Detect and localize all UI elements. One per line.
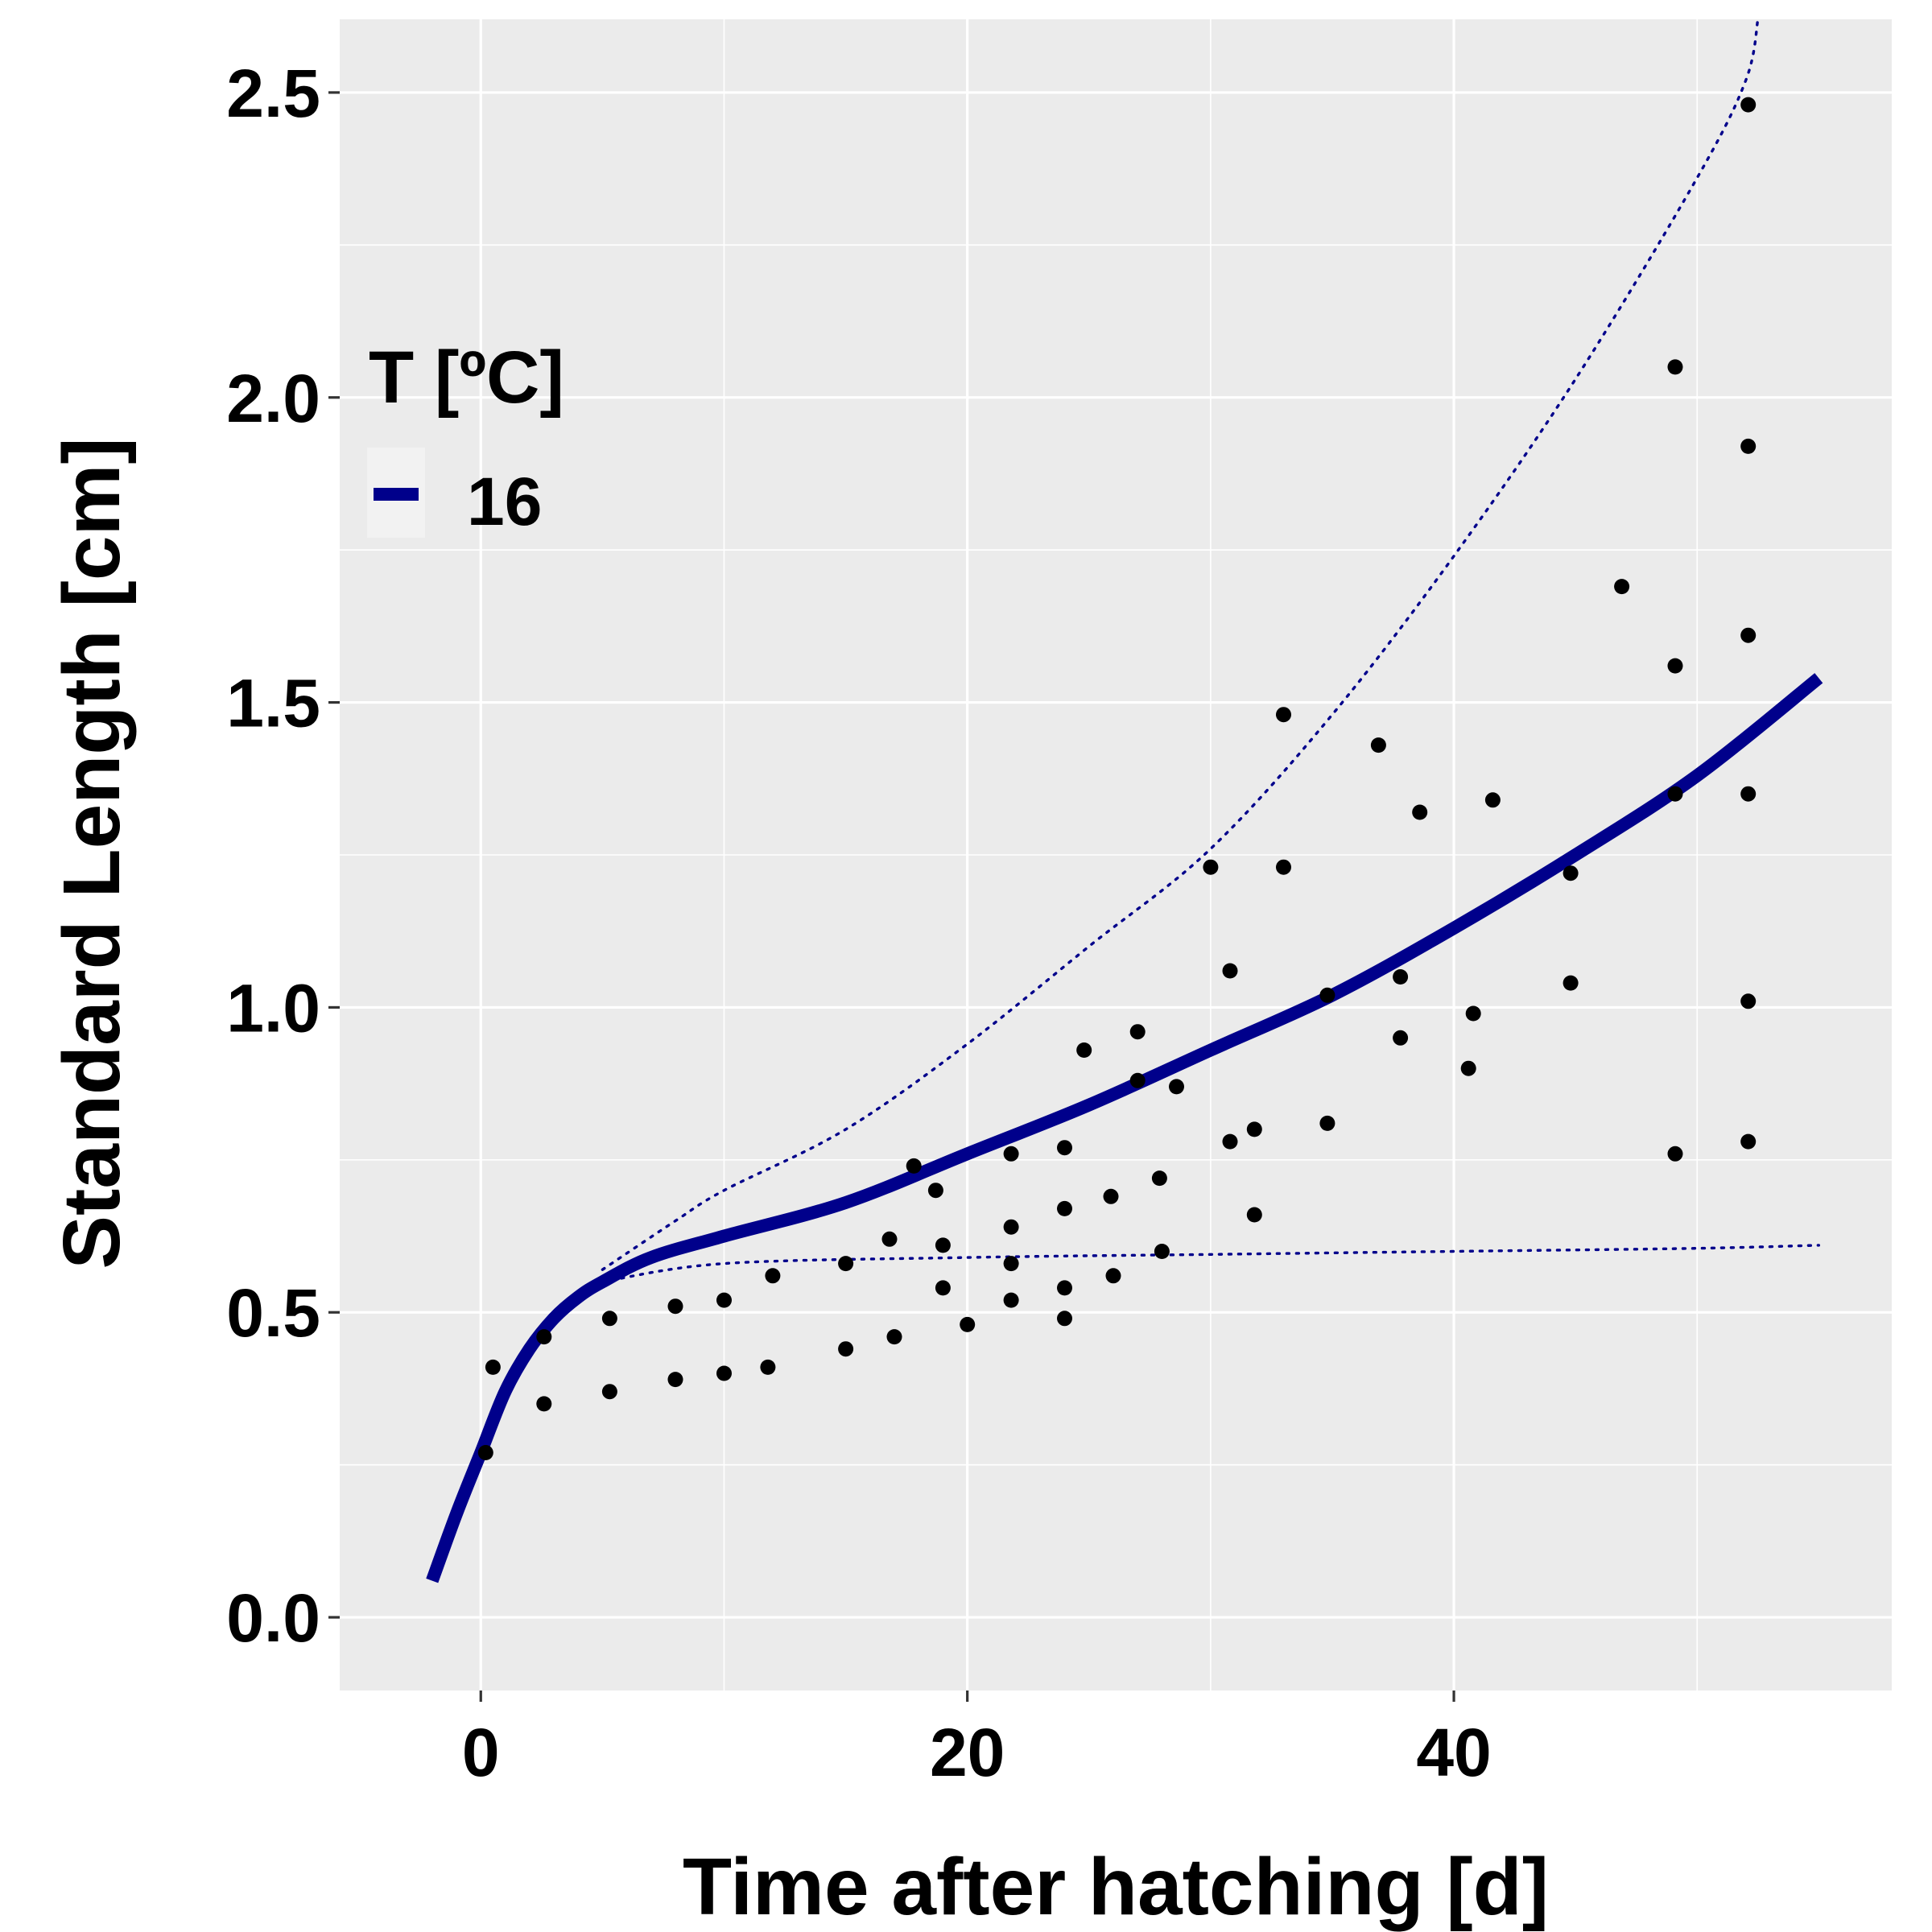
data-point xyxy=(1484,792,1501,808)
data-point xyxy=(1003,1256,1019,1272)
data-point xyxy=(1319,1115,1335,1131)
data-point xyxy=(1076,1042,1092,1058)
data-point xyxy=(1667,359,1683,375)
data-point xyxy=(1246,1207,1262,1223)
data-point xyxy=(1740,786,1757,802)
data-point xyxy=(1465,1005,1481,1022)
y-tick-label: 1.5 xyxy=(226,666,320,741)
data-point xyxy=(485,1359,501,1375)
series-layer xyxy=(426,19,1823,1583)
data-point xyxy=(1003,1146,1019,1162)
data-point xyxy=(601,1311,617,1327)
x-tick-label: 40 xyxy=(1416,1715,1491,1790)
data-point xyxy=(1057,1140,1072,1156)
data-point xyxy=(1151,1170,1167,1187)
grid-minor xyxy=(340,19,1892,1690)
lower-bound-line xyxy=(601,1244,1820,1284)
data-point xyxy=(1740,627,1757,643)
legend-label-16: 16 xyxy=(467,464,542,539)
data-point xyxy=(1740,97,1757,113)
data-point xyxy=(716,1292,732,1308)
data-point xyxy=(1169,1079,1184,1095)
data-point xyxy=(1003,1292,1019,1308)
grid-major xyxy=(340,19,1892,1690)
data-point xyxy=(960,1316,976,1332)
data-point xyxy=(1412,804,1428,820)
data-point xyxy=(1057,1200,1072,1216)
data-point xyxy=(838,1341,854,1357)
y-tick-label: 0.5 xyxy=(226,1275,320,1351)
tick-labels: 0 20 40 0.0 0.5 1.0 1.5 2.0 2.5 xyxy=(226,56,1492,1790)
data-point xyxy=(881,1231,898,1247)
data-point xyxy=(1203,859,1219,875)
x-tick-label: 20 xyxy=(930,1715,1005,1790)
data-point xyxy=(927,1183,943,1199)
legend: T [ºC] 16 xyxy=(367,336,564,539)
data-point xyxy=(1667,658,1683,674)
y-tick-label: 2.0 xyxy=(226,361,320,436)
fitted-line-series-16 xyxy=(426,673,1823,1583)
data-point xyxy=(1129,1024,1146,1040)
data-point xyxy=(1222,963,1238,979)
x-axis-title: Time after hatching [d] xyxy=(683,1842,1549,1932)
data-point xyxy=(935,1237,951,1253)
data-point xyxy=(760,1359,776,1375)
data-point xyxy=(1319,987,1335,1003)
data-point xyxy=(1667,786,1683,802)
data-point xyxy=(1105,1268,1121,1284)
data-point xyxy=(1246,1121,1262,1137)
data-point xyxy=(1740,1133,1757,1150)
data-point xyxy=(1103,1188,1119,1204)
y-tick-label: 2.5 xyxy=(226,56,320,131)
data-point xyxy=(716,1365,732,1381)
data-point xyxy=(667,1372,683,1388)
data-point xyxy=(536,1396,552,1412)
data-point xyxy=(1740,993,1757,1009)
x-tick-label: 0 xyxy=(462,1715,500,1790)
data-point xyxy=(1154,1244,1170,1259)
data-point xyxy=(1614,579,1630,595)
data-point xyxy=(886,1329,902,1345)
data-point xyxy=(477,1445,493,1460)
data-point xyxy=(667,1298,683,1315)
data-point xyxy=(1057,1280,1072,1296)
data-point xyxy=(1276,859,1291,875)
data-point xyxy=(1057,1311,1072,1327)
legend-title: T [ºC] xyxy=(369,336,564,419)
y-axis-title: Standard Length [cm] xyxy=(47,437,137,1269)
data-point xyxy=(1222,1133,1238,1150)
data-point xyxy=(601,1384,617,1400)
data-point xyxy=(1276,707,1291,723)
points-layer xyxy=(477,97,1757,1460)
data-point xyxy=(1393,969,1409,985)
data-point xyxy=(1393,1030,1409,1046)
data-point xyxy=(1370,737,1386,753)
data-point xyxy=(838,1256,854,1272)
data-point xyxy=(1563,865,1579,881)
y-tick-label: 0.0 xyxy=(226,1580,320,1656)
data-point xyxy=(1129,1072,1146,1088)
data-point xyxy=(935,1280,951,1296)
data-point xyxy=(1740,438,1757,454)
data-point xyxy=(536,1329,552,1345)
y-tick-label: 1.0 xyxy=(226,970,320,1046)
axis-ticks xyxy=(328,91,1455,1702)
data-point xyxy=(1460,1060,1476,1076)
data-point xyxy=(906,1158,922,1174)
data-point xyxy=(1563,975,1579,991)
data-point xyxy=(1667,1146,1683,1162)
data-point xyxy=(1003,1219,1019,1235)
data-point xyxy=(765,1268,781,1284)
